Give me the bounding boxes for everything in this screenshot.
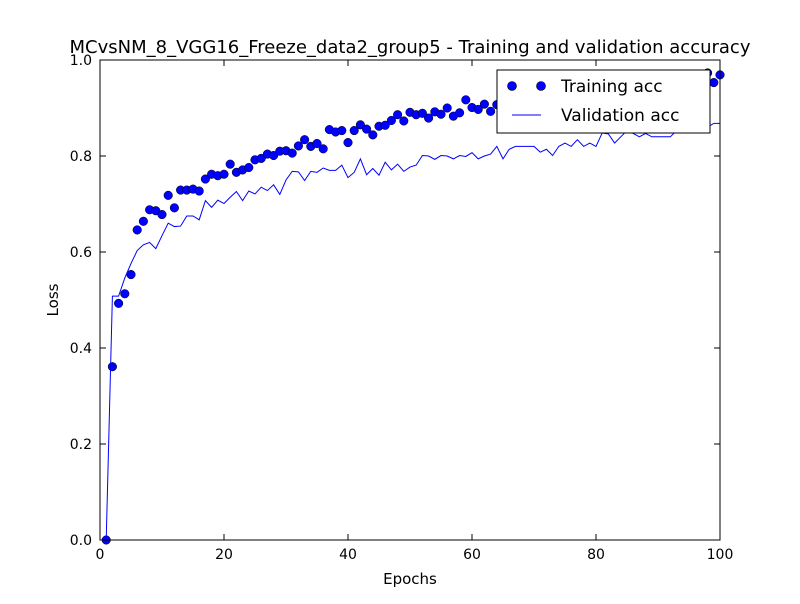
y-tick-label: 0.8 xyxy=(70,149,92,165)
training-acc-point xyxy=(709,78,719,88)
y-tick-label: 1.0 xyxy=(70,53,92,69)
training-acc-point xyxy=(424,113,434,123)
training-acc-point xyxy=(343,138,353,148)
x-tick-label: 100 xyxy=(707,547,734,563)
x-tick-label: 80 xyxy=(587,547,605,563)
plot-frame xyxy=(99,59,721,541)
training-acc-point xyxy=(486,106,496,116)
y-tick-label: 0.6 xyxy=(70,245,92,261)
training-acc-point xyxy=(386,115,396,126)
training-acc-point xyxy=(355,120,365,130)
training-acc-point xyxy=(362,124,372,134)
training-acc-point xyxy=(393,110,403,120)
legend-marker-training-right xyxy=(536,81,546,91)
training-acc-point xyxy=(417,108,427,118)
training-acc-point xyxy=(312,138,322,149)
training-acc-point xyxy=(293,141,303,151)
training-acc-point xyxy=(461,95,471,105)
training-acc-point xyxy=(436,109,446,119)
training-acc-point xyxy=(244,162,254,173)
x-tick-label: 60 xyxy=(463,547,481,563)
training-acc-point xyxy=(120,289,130,299)
training-acc-point xyxy=(399,116,409,126)
x-tick-label: 20 xyxy=(215,547,233,563)
training-acc-point xyxy=(368,130,378,140)
training-acc-point xyxy=(200,174,210,184)
training-acc-point xyxy=(107,362,117,372)
training-acc-point xyxy=(169,203,179,213)
y-tick-label: 0.4 xyxy=(70,341,92,357)
x-tick-label: 40 xyxy=(339,547,357,563)
y-tick-label: 0.2 xyxy=(70,437,92,453)
training-acc-point xyxy=(455,108,465,118)
training-acc-point xyxy=(132,225,142,235)
training-acc-point xyxy=(269,150,279,161)
ticks-layer: 0 20 40 60 80 100 0.0 0.2 0.4 0.6 0.8 1.0 xyxy=(70,53,734,563)
training-acc-point xyxy=(114,298,124,308)
legend: Training acc Validation acc xyxy=(496,69,711,134)
legend-label-validation: Validation acc xyxy=(561,106,679,126)
training-acc-point xyxy=(337,126,347,136)
legend-marker-training-left xyxy=(507,81,517,91)
legend-label-training: Training acc xyxy=(560,77,663,97)
training-acc-point xyxy=(479,99,489,109)
y-tick-label: 0.0 xyxy=(70,533,92,549)
y-axis-label: Loss xyxy=(44,283,62,316)
training-acc-point xyxy=(219,169,229,179)
training-acc-point xyxy=(473,104,483,114)
chart-title: MCvsNM_8_VGG16_Freeze_data2_group5 - Tra… xyxy=(70,37,751,58)
training-acc-point xyxy=(157,210,167,220)
training-acc-point xyxy=(225,159,235,169)
training-acc-point xyxy=(287,148,297,158)
x-tick-label: 0 xyxy=(96,547,105,563)
training-acc-point xyxy=(442,103,452,113)
training-acc-point xyxy=(380,120,390,130)
training-acc-point xyxy=(194,186,204,196)
training-acc-point xyxy=(318,144,328,154)
training-acc-point xyxy=(138,216,148,226)
validation-acc-line xyxy=(105,122,720,541)
legend-box xyxy=(496,69,711,134)
training-acc-point xyxy=(256,153,266,163)
x-axis-label: Epochs xyxy=(383,570,437,588)
training-acc-point xyxy=(300,135,310,145)
training-acc-point xyxy=(349,126,359,136)
training-acc-point xyxy=(163,190,173,200)
